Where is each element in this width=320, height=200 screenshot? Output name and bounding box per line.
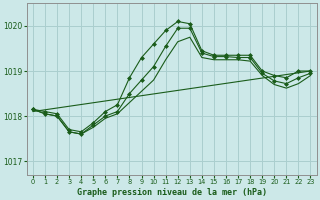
X-axis label: Graphe pression niveau de la mer (hPa): Graphe pression niveau de la mer (hPa)	[77, 188, 267, 197]
